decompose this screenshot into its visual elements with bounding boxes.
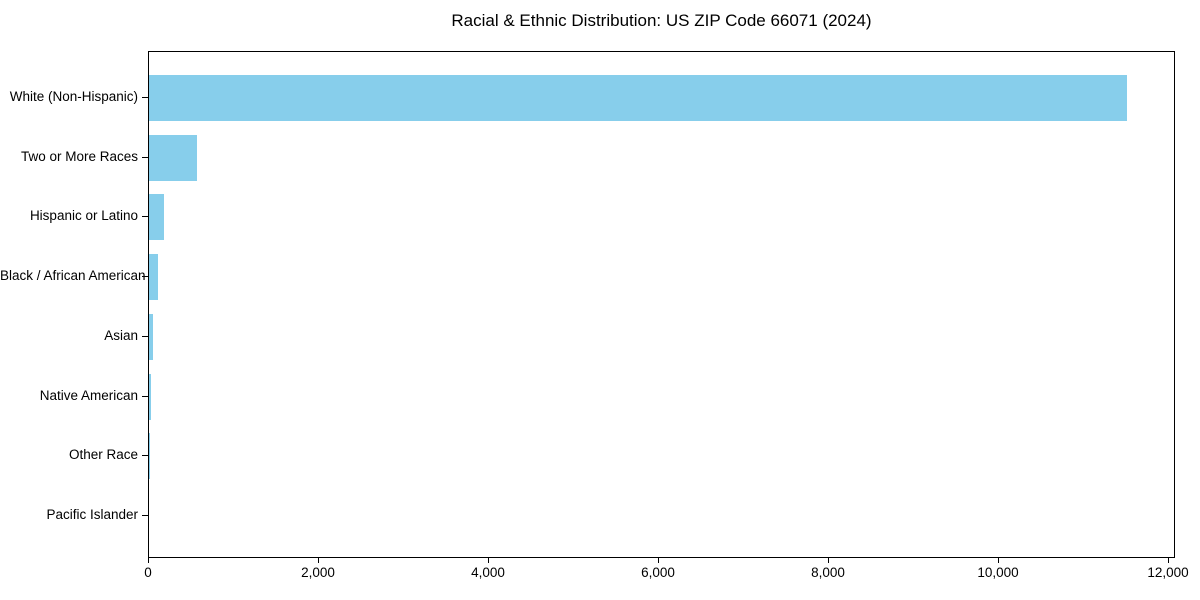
x-tick-label: 2,000: [301, 565, 335, 580]
y-tick-mark: [142, 216, 148, 218]
x-tick-label: 0: [144, 565, 152, 580]
x-tick-mark: [488, 558, 489, 563]
x-tick-label: 4,000: [471, 565, 505, 580]
bar-black-african-american: [149, 254, 158, 301]
y-tick-mark: [142, 276, 148, 278]
x-tick-label: 10,000: [977, 565, 1019, 580]
y-tick-mark: [142, 156, 148, 158]
x-tick-mark: [658, 558, 659, 563]
plot-area: [148, 51, 1175, 558]
y-tick-label: Other Race: [68, 447, 138, 463]
x-tick-label: 8,000: [811, 565, 845, 580]
x-tick-mark: [148, 558, 149, 563]
y-tick-label: Native American: [39, 387, 138, 403]
y-tick-mark: [142, 97, 148, 98]
chart-title: Racial & Ethnic Distribution: US ZIP Cod…: [451, 11, 872, 30]
y-tick-mark: [142, 395, 148, 397]
y-tick-mark: [142, 335, 148, 337]
bar-white-non-hispanic: [149, 75, 1127, 121]
x-tick-mark: [1168, 558, 1169, 563]
x-tick-mark: [828, 558, 829, 563]
bar-hispanic-or-latino: [149, 194, 164, 241]
y-tick-label: Pacific Islander: [46, 506, 138, 522]
x-tick-mark: [318, 558, 319, 563]
y-tick-label: Asian: [104, 327, 138, 343]
x-tick-mark: [998, 558, 999, 563]
y-tick-mark: [142, 455, 148, 457]
bar-two-or-more-races: [149, 134, 198, 181]
y-tick-label: Black / African American: [0, 268, 146, 284]
x-tick-label: 12,000: [1147, 565, 1189, 580]
bar-native-american: [149, 373, 151, 420]
x-tick-label: 6,000: [641, 565, 675, 580]
bar-other-race: [149, 433, 150, 480]
y-tick-label: Hispanic or Latino: [29, 208, 138, 224]
bar-asian: [149, 313, 153, 360]
y-tick-mark: [142, 514, 148, 516]
y-tick-label: White (Non-Hispanic): [9, 89, 138, 104]
y-tick-label: Two or More Races: [20, 148, 138, 164]
